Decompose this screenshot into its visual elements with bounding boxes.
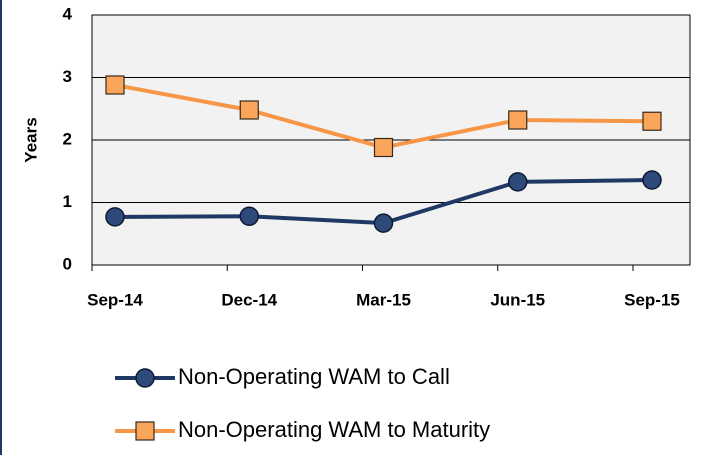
x-tick-label: Sep-14	[87, 290, 143, 309]
x-tick-label: Jun-15	[490, 290, 545, 309]
data-point	[239, 206, 259, 226]
data-point	[642, 170, 662, 190]
data-point	[105, 207, 125, 227]
data-point	[373, 213, 394, 233]
data-point	[508, 110, 528, 130]
data-point	[105, 75, 125, 95]
x-tick-label: Sep-15	[624, 290, 680, 309]
legend-label: Non-Operating WAM to Call	[178, 364, 450, 389]
y-tick-label: 3	[63, 67, 72, 86]
data-point	[239, 100, 259, 120]
legend-marker	[135, 421, 155, 441]
data-point	[642, 111, 662, 131]
legend-label: Non-Operating WAM to Maturity	[178, 417, 490, 442]
legend-marker	[135, 368, 155, 388]
y-tick-label: 2	[63, 129, 72, 148]
data-point	[508, 172, 528, 192]
y-tick-label: 1	[63, 192, 72, 211]
y-axis-label: Years	[21, 117, 40, 162]
y-tick-label: 0	[63, 254, 72, 273]
x-tick-label: Mar-15	[356, 290, 411, 309]
data-point	[373, 137, 394, 158]
y-tick-label: 4	[63, 4, 73, 23]
x-tick-label: Dec-14	[221, 290, 277, 309]
